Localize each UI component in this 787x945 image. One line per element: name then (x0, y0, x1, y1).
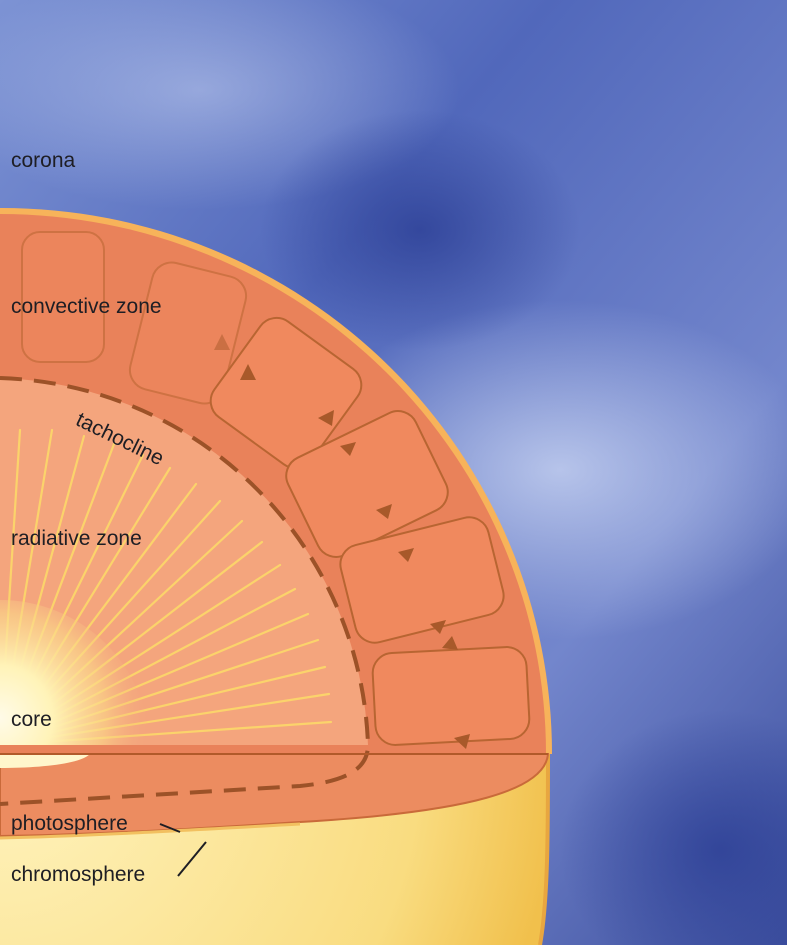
flow-arrow (454, 734, 470, 749)
tachocline-boundary (0, 376, 371, 806)
convection-cell (285, 410, 449, 558)
sun-limb (538, 753, 550, 945)
corona-dark-region (260, 110, 580, 350)
core-label: core (11, 708, 52, 731)
flow-arrow (214, 334, 230, 350)
chromosphere-leader-line (177, 841, 207, 877)
convection-cell (371, 646, 531, 746)
corona-dark-region-lower (560, 710, 787, 945)
convective-zone-label: convective zone (11, 295, 162, 318)
flow-arrow (430, 620, 446, 634)
flow-arrow (376, 504, 392, 519)
convection-cell (128, 261, 248, 405)
flow-arrow (340, 442, 356, 456)
photosphere-edge (0, 822, 301, 840)
flow-arrow (240, 364, 256, 380)
flow-arrow (398, 548, 414, 562)
radiative-zone-label: radiative zone (11, 527, 142, 550)
chromosphere-label: chromosphere (11, 863, 146, 886)
flow-arrow (442, 636, 458, 650)
flow-arrow (318, 410, 334, 426)
convection-cell (21, 231, 105, 363)
photosphere-leader-line (159, 823, 181, 833)
core (0, 599, 150, 745)
corona-label: corona (11, 149, 76, 172)
convection-cell (209, 316, 363, 470)
convection-cell (339, 516, 505, 644)
core-cut-face (0, 754, 90, 768)
convection-cells (21, 231, 531, 746)
photosphere-label: photosphere (11, 812, 128, 835)
flow-arrows (214, 334, 470, 749)
